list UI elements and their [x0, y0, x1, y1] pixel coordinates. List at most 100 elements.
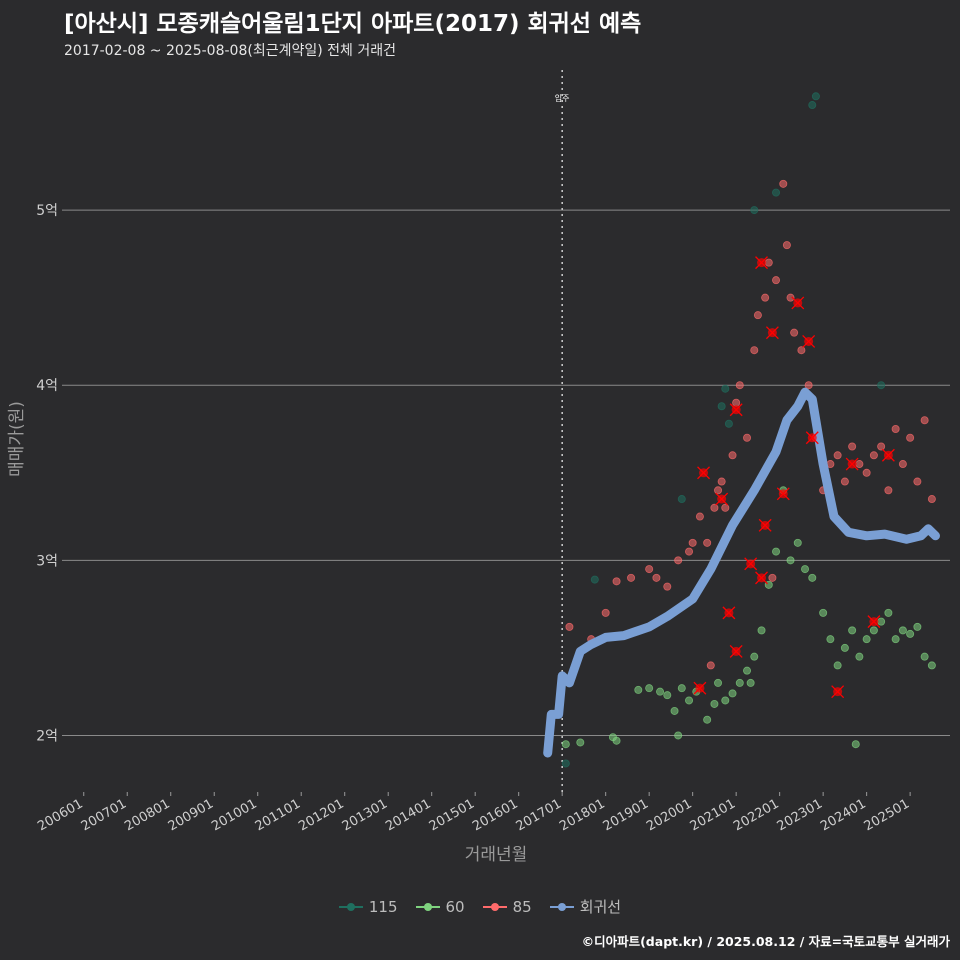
legend: 115 60 85 회귀선 [0, 896, 960, 917]
data-point-85 [779, 179, 788, 188]
data-point-60 [576, 738, 585, 747]
data-point-60 [656, 687, 665, 696]
highlight-x-mark [744, 557, 758, 571]
x-tick-label: 202001 [644, 796, 694, 834]
data-point-60 [793, 538, 802, 547]
data-point-115 [877, 381, 886, 390]
x-tick-label: 201001 [209, 796, 259, 834]
x-tick-label: 200801 [122, 796, 172, 834]
data-point-60 [913, 622, 922, 631]
move-in-label: 입주 [555, 94, 570, 103]
highlight-x-mark [729, 644, 743, 658]
data-point-85 [768, 573, 777, 582]
highlight-x-mark [755, 571, 768, 585]
x-tick-label: 201101 [253, 796, 303, 834]
data-point-85 [833, 451, 842, 460]
y-tick-label: 2억 [36, 728, 58, 744]
data-points [561, 92, 936, 768]
data-point-85 [735, 381, 744, 390]
x-tick-label: 200601 [35, 796, 85, 834]
data-point-60 [714, 678, 723, 687]
data-point-85 [703, 538, 712, 547]
data-point-115 [717, 402, 726, 411]
highlight-x-mark [867, 615, 881, 629]
legend-item: 85 [482, 896, 532, 917]
data-point-85 [906, 433, 915, 442]
data-point-85 [674, 556, 683, 565]
highlight-x-mark [831, 685, 845, 699]
legend-item: 회귀선 [549, 896, 621, 917]
y-tick-label: 5억 [36, 203, 58, 219]
data-point-60 [612, 736, 621, 745]
data-point-60 [906, 629, 915, 638]
data-point-60 [703, 715, 712, 724]
x-tick-label: 200701 [79, 796, 129, 834]
data-point-60 [735, 678, 744, 687]
chart-subtitle: 2017-02-08 ~ 2025-08-08(최근계약일) 전체 거래건 [64, 43, 396, 59]
x-tick-label: 201901 [601, 796, 651, 834]
data-point-85 [728, 451, 737, 460]
data-point-60 [634, 685, 643, 694]
data-point-60 [663, 691, 672, 700]
data-point-85 [855, 460, 864, 469]
data-point-60 [808, 573, 817, 582]
highlight-x-mark [881, 448, 895, 462]
data-point-60 [819, 608, 828, 617]
highlighted-points [693, 256, 895, 699]
legend-item: 60 [415, 896, 465, 917]
data-point-85 [717, 477, 726, 486]
data-point-60 [750, 652, 759, 661]
x-tick-label: 201701 [514, 796, 564, 834]
data-point-85 [743, 433, 752, 442]
data-point-115 [750, 206, 759, 215]
data-point-85 [913, 477, 922, 486]
y-axis-label: 매매가(원) [7, 401, 27, 477]
data-point-85 [706, 661, 715, 670]
y-tick-label: 4억 [36, 378, 58, 394]
highlight-x-mark [805, 431, 819, 445]
source-caption: ©디아파트(dapt.kr) / 2025.08.12 / 자료=국토교통부 실… [581, 934, 950, 949]
data-point-85 [877, 442, 886, 451]
data-point-60 [869, 626, 878, 635]
data-point-85 [764, 258, 773, 267]
data-point-85 [688, 538, 697, 547]
data-point-85 [714, 486, 723, 495]
data-point-115 [590, 575, 599, 584]
legend-label: 60 [445, 897, 465, 916]
data-point-60 [786, 556, 795, 565]
data-point-85 [710, 503, 719, 512]
data-point-60 [884, 608, 893, 617]
data-point-85 [797, 346, 806, 355]
data-point-85 [721, 503, 730, 512]
data-point-60 [721, 696, 730, 705]
legend-key-swatch [549, 901, 574, 913]
data-point-85 [753, 311, 762, 320]
scatter-plot: 입주 2억 3억 4억 5억 20060120070120080120090120100… [7, 70, 950, 865]
data-point-85 [601, 608, 610, 617]
data-point-85 [848, 442, 857, 451]
legend-key-swatch [415, 901, 440, 913]
x-tick-label: 201301 [340, 796, 390, 834]
highlight-x-mark [791, 296, 805, 310]
data-point-115 [811, 92, 820, 101]
data-point-115 [721, 384, 730, 393]
y-tick-label: 3억 [36, 553, 58, 569]
highlight-x-mark [755, 256, 768, 270]
data-point-85 [804, 381, 813, 390]
grid-lines [62, 209, 950, 736]
data-point-115 [772, 188, 781, 197]
data-point-60 [891, 635, 900, 644]
highlight-x-mark [765, 326, 779, 340]
highlight-x-mark [722, 606, 736, 620]
x-tick-label: 201201 [296, 796, 346, 834]
data-point-60 [851, 740, 860, 749]
highlight-x-mark [715, 492, 729, 506]
data-point-60 [743, 666, 752, 675]
x-tick-label: 202101 [688, 796, 738, 834]
data-point-85 [612, 577, 621, 586]
regression-line [543, 387, 940, 758]
data-point-85 [898, 460, 907, 469]
x-tick-label: 201501 [427, 796, 477, 834]
x-tick-label: 202201 [731, 796, 781, 834]
data-point-60 [561, 740, 570, 749]
